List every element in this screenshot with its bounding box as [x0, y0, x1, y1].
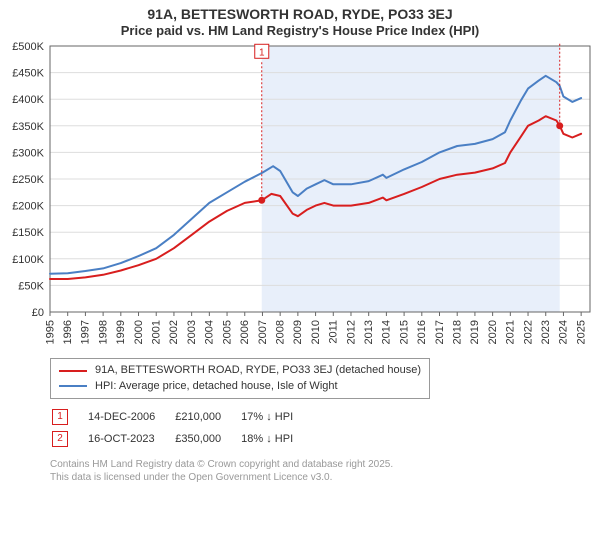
svg-text:£350K: £350K: [12, 121, 44, 133]
price-chart: £0 £50K £100K £150K £200K £250K £300K £350K £400…: [0, 42, 600, 352]
legend-swatch: [59, 370, 87, 372]
legend-item: 91A, BETTESWORTH ROAD, RYDE, PO33 3EJ (d…: [59, 363, 421, 378]
svg-text:2016: 2016: [416, 320, 428, 344]
svg-text:£100K: £100K: [12, 254, 44, 266]
transaction-delta: 17% ↓ HPI: [241, 407, 311, 427]
svg-text:2006: 2006: [239, 320, 251, 344]
svg-text:£150K: £150K: [12, 228, 44, 240]
svg-text:2017: 2017: [434, 320, 446, 344]
svg-text:2010: 2010: [310, 320, 322, 344]
svg-text:£50K: £50K: [18, 281, 44, 293]
footer: Contains HM Land Registry data © Crown c…: [50, 459, 600, 484]
table-row: 1 14-DEC-2006 £210,000 17% ↓ HPI: [52, 407, 311, 427]
transaction-price: £210,000: [175, 407, 239, 427]
transaction-date: 14-DEC-2006: [88, 407, 173, 427]
legend-item: HPI: Average price, detached house, Isle…: [59, 379, 421, 394]
svg-text:2015: 2015: [398, 320, 410, 344]
svg-text:2008: 2008: [274, 320, 286, 344]
svg-text:1998: 1998: [97, 320, 109, 344]
chart-svg: £0 £50K £100K £150K £200K £250K £300K £350K £400…: [0, 42, 600, 352]
footer-line: Contains HM Land Registry data © Crown c…: [50, 459, 600, 472]
svg-text:£500K: £500K: [12, 42, 44, 53]
legend-label: 91A, BETTESWORTH ROAD, RYDE, PO33 3EJ (d…: [95, 363, 421, 378]
svg-text:2003: 2003: [186, 320, 198, 344]
svg-text:2004: 2004: [204, 320, 216, 344]
svg-text:2021: 2021: [505, 320, 517, 344]
svg-text:2024: 2024: [558, 320, 570, 344]
page-title-line2: Price paid vs. HM Land Registry's House …: [0, 23, 600, 39]
svg-text:£200K: £200K: [12, 201, 44, 213]
svg-text:2007: 2007: [257, 320, 269, 344]
svg-text:2000: 2000: [133, 320, 145, 344]
svg-text:2009: 2009: [292, 320, 304, 344]
svg-text:1997: 1997: [80, 320, 92, 344]
svg-text:1: 1: [259, 48, 265, 59]
transaction-date: 16-OCT-2023: [88, 429, 173, 449]
svg-text:2013: 2013: [363, 320, 375, 344]
svg-text:2011: 2011: [328, 320, 340, 344]
svg-text:2018: 2018: [452, 320, 464, 344]
svg-text:2002: 2002: [168, 320, 180, 344]
footer-line: This data is licensed under the Open Gov…: [50, 472, 600, 485]
legend-swatch: [59, 385, 87, 387]
svg-text:2025: 2025: [575, 320, 587, 344]
svg-text:£450K: £450K: [12, 68, 44, 80]
legend-label: HPI: Average price, detached house, Isle…: [95, 379, 338, 394]
svg-text:2001: 2001: [151, 320, 163, 344]
marker-chip: 1: [52, 409, 68, 425]
svg-text:2005: 2005: [221, 320, 233, 344]
svg-text:2014: 2014: [381, 320, 393, 344]
svg-text:2019: 2019: [469, 320, 481, 344]
svg-text:1996: 1996: [62, 320, 74, 344]
svg-text:2012: 2012: [345, 320, 357, 344]
svg-text:1995: 1995: [44, 320, 56, 344]
transaction-price: £350,000: [175, 429, 239, 449]
legend: 91A, BETTESWORTH ROAD, RYDE, PO33 3EJ (d…: [50, 358, 430, 399]
svg-text:2022: 2022: [522, 320, 534, 344]
transaction-delta: 18% ↓ HPI: [241, 429, 311, 449]
svg-text:2020: 2020: [487, 320, 499, 344]
svg-text:1999: 1999: [115, 320, 127, 344]
page-title-line1: 91A, BETTESWORTH ROAD, RYDE, PO33 3EJ: [0, 6, 600, 23]
svg-text:£0: £0: [32, 307, 44, 319]
marker-chip: 2: [52, 431, 68, 447]
svg-text:£300K: £300K: [12, 148, 44, 160]
svg-text:£400K: £400K: [12, 95, 44, 107]
svg-text:2023: 2023: [540, 320, 552, 344]
table-row: 2 16-OCT-2023 £350,000 18% ↓ HPI: [52, 429, 311, 449]
svg-text:£250K: £250K: [12, 174, 44, 186]
transactions-table: 1 14-DEC-2006 £210,000 17% ↓ HPI 2 16-OC…: [50, 405, 313, 451]
